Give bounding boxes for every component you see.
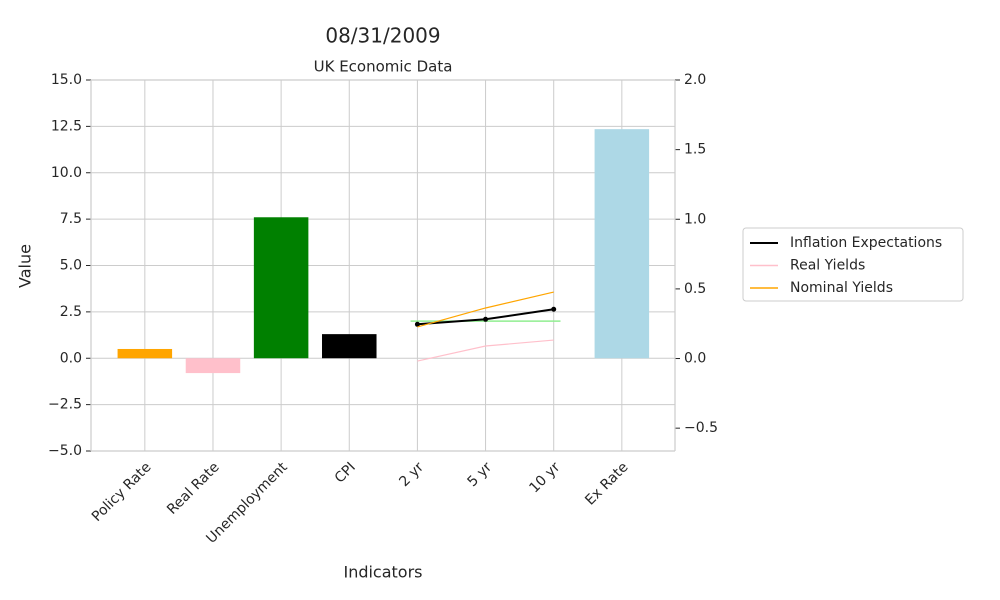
legend-label: Real Yields (790, 258, 865, 274)
bar (253, 217, 309, 359)
y-tick-label: 15.0 (51, 72, 82, 88)
x-tick-label: Real Rate (164, 459, 223, 518)
legend-box (742, 227, 964, 302)
series-marker (414, 321, 420, 327)
y-tick-label: −2.5 (48, 397, 82, 413)
y2-tick-label: −0.5 (684, 420, 718, 436)
x-tick-label: 10 yr (526, 459, 563, 496)
x-tick-label: CPI (332, 459, 359, 486)
y-tick-label: −5.0 (48, 443, 82, 459)
bar (594, 129, 650, 359)
series-marker (483, 316, 489, 322)
x-tick-label: 5 yr (465, 459, 496, 490)
legend-label: Nominal Yields (790, 280, 893, 296)
y-axis-label: Value (16, 244, 35, 288)
chart-title: UK Economic Data (314, 58, 453, 76)
x-tick-label: 2 yr (396, 459, 427, 490)
y-tick-label: 7.5 (60, 211, 82, 227)
x-axis-label: Indicators (343, 563, 422, 582)
y-tick-label: 2.5 (60, 304, 82, 320)
bar (322, 334, 377, 359)
y-tick-label: 5.0 (60, 258, 82, 274)
x-tick-label: Policy Rate (89, 459, 155, 525)
legend-label: Inflation Expectations (790, 235, 942, 251)
y2-tick-label: 0.5 (684, 281, 706, 297)
y2-tick-label: 1.0 (684, 211, 706, 227)
x-tick-label: Ex Rate (582, 459, 631, 508)
bar (117, 348, 173, 359)
y-tick-label: 12.5 (51, 118, 82, 134)
series-marker (551, 306, 557, 312)
bar (185, 358, 241, 374)
y2-tick-label: 1.5 (684, 142, 706, 158)
y-tick-label: 10.0 (51, 165, 82, 181)
y2-tick-label: 2.0 (684, 72, 706, 88)
y-tick-label: 0.0 (60, 350, 82, 366)
y2-tick-label: 0.0 (684, 351, 706, 367)
series-line (417, 291, 554, 328)
suptitle: 08/31/2009 (325, 24, 440, 48)
series-line (417, 339, 554, 362)
